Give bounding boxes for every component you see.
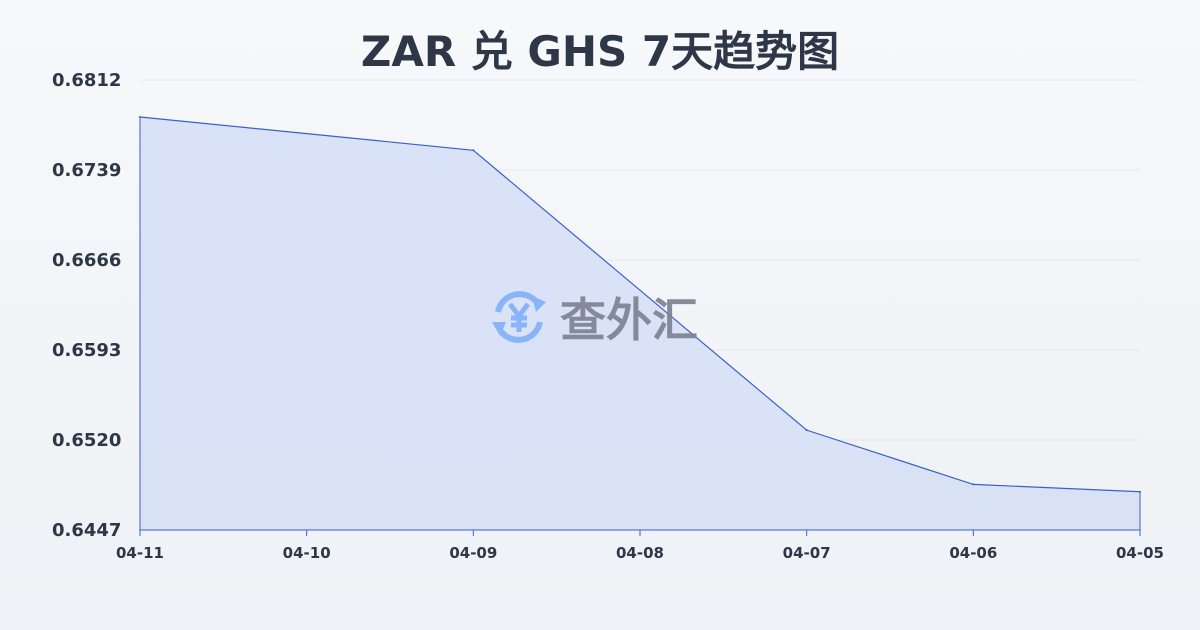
x-tick-label: 04-11: [116, 544, 164, 562]
data-point: [139, 115, 141, 118]
yen-exchange-icon: [492, 291, 546, 343]
y-tick-label: 0.6739: [52, 160, 121, 181]
data-point: [972, 483, 975, 486]
x-tick-label: 04-10: [283, 544, 331, 562]
watermark: 查外汇: [488, 284, 698, 350]
x-tick-label: 04-09: [449, 544, 497, 562]
y-tick-label: 0.6812: [52, 70, 121, 91]
x-tick-label: 04-08: [616, 544, 664, 562]
y-tick-label: 0.6520: [52, 430, 121, 451]
y-tick-label: 0.6666: [52, 250, 121, 271]
x-tick-label: 04-05: [1116, 544, 1164, 562]
x-tick-label: 04-07: [783, 544, 831, 562]
y-tick-label: 0.6447: [52, 520, 121, 541]
data-point: [1139, 490, 1141, 493]
x-tick-label: 04-06: [949, 544, 997, 562]
data-point: [805, 429, 808, 432]
data-point: [472, 149, 475, 152]
y-tick-label: 0.6593: [52, 340, 121, 361]
watermark-text: 查外汇: [560, 293, 698, 347]
area-fill: [140, 116, 1140, 530]
chart-title: ZAR 兑 GHS 7天趋势图: [360, 27, 840, 76]
